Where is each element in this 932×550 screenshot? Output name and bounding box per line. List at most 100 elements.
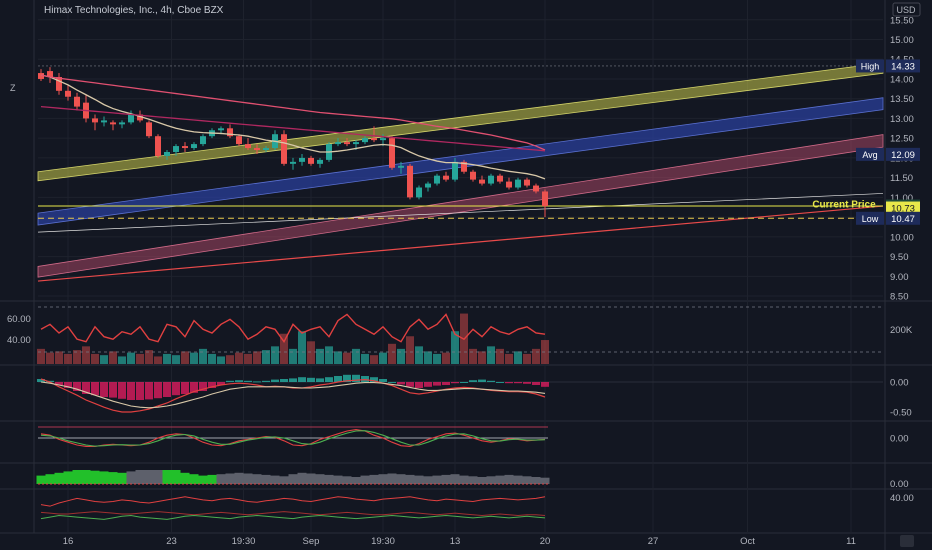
volume-bar [73, 350, 81, 364]
volume-bar [127, 352, 135, 364]
squeeze-bar [423, 476, 433, 484]
volume-left-tick-label: 40.00 [7, 335, 31, 346]
squeeze-bar [54, 472, 64, 484]
moving-average-lines [40, 74, 546, 180]
macd-histogram-bar [127, 382, 135, 400]
volume-pane [37, 306, 883, 364]
macd-histogram-bar [532, 382, 540, 385]
adx-green-line [40, 515, 546, 520]
low-tag-box [856, 211, 884, 225]
time-tick-label: 16 [63, 536, 74, 547]
channel-yellow [37, 62, 884, 182]
candle-body [407, 165, 413, 198]
volume-bar [505, 353, 513, 364]
price-tick-label: 13.50 [890, 94, 914, 105]
candle-body [542, 191, 548, 207]
candle-body [74, 96, 80, 107]
volume-bar [37, 348, 45, 364]
price-tick-label: 10.00 [890, 232, 914, 243]
volume-bar [280, 333, 288, 364]
squeeze-bar [270, 475, 280, 484]
macd-histogram-bar [514, 382, 522, 384]
squeeze-bar [495, 475, 505, 484]
symbol-title-text: Himax Technologies, Inc., 4h, Cboe BZX [44, 5, 224, 16]
squeeze-bar [360, 475, 370, 484]
volume-bar [226, 355, 234, 364]
squeeze-bar [63, 471, 73, 484]
adx-dark-line [40, 511, 546, 517]
volume-bar [172, 355, 180, 364]
low-tag: Low [862, 214, 879, 224]
candle-body [119, 122, 125, 125]
macd-histogram-bar [325, 377, 333, 382]
squeeze-bar [279, 476, 289, 484]
squeeze-bar [288, 474, 298, 484]
volume-bar [334, 351, 342, 364]
stochastic-pane [38, 426, 548, 447]
volume-bar [118, 356, 126, 364]
squeeze-bar [396, 474, 406, 484]
volume-bar [451, 331, 459, 364]
low-value: 10.47 [891, 214, 915, 225]
squeeze-bar [207, 474, 217, 484]
squeeze-bar [540, 477, 550, 484]
volume-bar [253, 351, 261, 364]
macd-histogram-bar [298, 377, 306, 382]
macd-histogram-bar [289, 378, 297, 382]
candle-body [191, 144, 197, 149]
macd-histogram-bar [388, 382, 396, 383]
candle-body [371, 138, 377, 141]
macd-histogram-bar [163, 382, 171, 397]
volume-bar [199, 348, 207, 364]
volume-bar [433, 353, 441, 364]
macd-histogram-bar [262, 380, 270, 382]
macd-histogram-bar [370, 377, 378, 382]
squeeze-bar [522, 476, 532, 484]
candle-body [254, 148, 260, 151]
macd-histogram-bar [505, 382, 513, 384]
squeeze-bar [450, 474, 460, 484]
volume-bar [514, 351, 522, 364]
time-tick-label: 27 [648, 536, 659, 547]
high-value-box [886, 59, 920, 73]
macd-histogram-bar [109, 382, 117, 398]
candle-body [515, 179, 521, 188]
price-tick-label: 15.50 [890, 15, 914, 26]
macd-histogram-bar [478, 379, 486, 382]
volume-bar [244, 353, 252, 364]
macd-histogram-bar [172, 382, 180, 396]
candle-body [173, 146, 179, 152]
volume-bar [190, 352, 198, 364]
candle-body [353, 142, 359, 145]
volume-bar [469, 348, 477, 364]
time-tick-label: Sep [303, 536, 320, 547]
currency-label: USD [896, 5, 916, 15]
volume-bar [370, 355, 378, 364]
high-tag-box [856, 59, 884, 73]
macd-histogram-bar [334, 376, 342, 382]
candle-body [101, 120, 107, 123]
candle-body [362, 138, 368, 143]
squeeze-bar [198, 475, 208, 484]
candle-body [299, 157, 305, 162]
symbol-title[interactable]: Himax Technologies, Inc., 4h, Cboe BZX [44, 5, 226, 16]
macd-histogram-bar [433, 382, 441, 386]
volume-bar [442, 352, 450, 364]
volume-bar [154, 356, 162, 364]
squeeze-bar [369, 474, 379, 484]
candle-body [290, 161, 296, 164]
squeeze-bar [324, 474, 334, 484]
volume-bar [109, 351, 117, 364]
avg-value: 12.09 [891, 150, 915, 161]
candle-body [245, 144, 251, 149]
squeeze-pane [36, 470, 550, 485]
squeeze-bar [297, 472, 307, 484]
candle-body [146, 122, 152, 137]
candle-body [308, 157, 314, 164]
squeeze-bar [90, 470, 100, 484]
price-labels: 14.33High12.09Avg10.7810.7310.47LowCurre… [812, 59, 920, 225]
rsi-line [40, 313, 546, 344]
volume-bar [55, 351, 63, 364]
price-tick-label: 13.00 [890, 114, 914, 125]
